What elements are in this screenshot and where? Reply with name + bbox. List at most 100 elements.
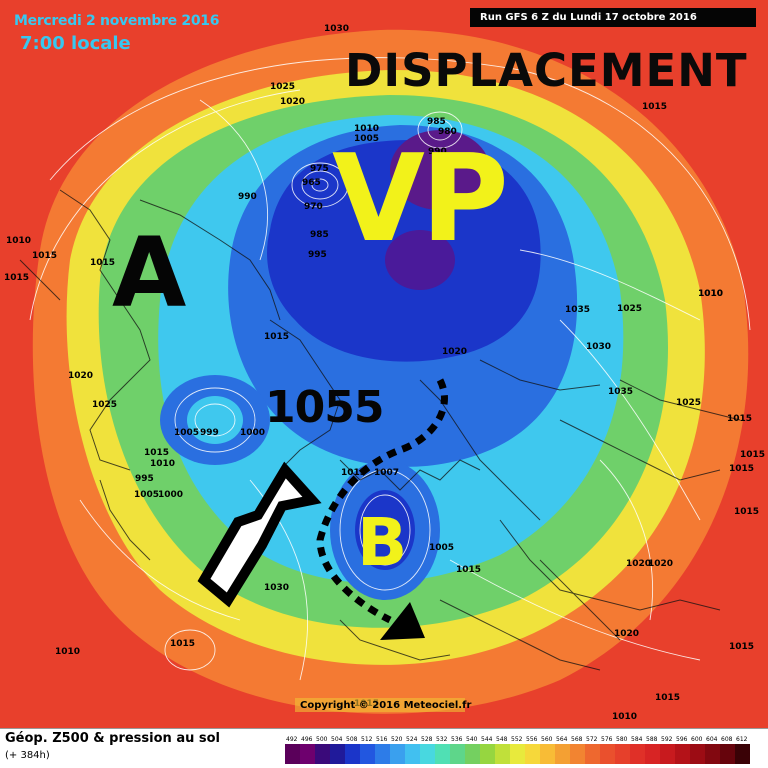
legend-value: 544 bbox=[481, 736, 493, 743]
legend-value: 576 bbox=[601, 736, 613, 743]
copyright: Copyright © 2016 Meteociel.fr bbox=[300, 700, 472, 711]
pressure-label: 1020 bbox=[442, 347, 467, 357]
pressure-label: 1035 bbox=[608, 387, 633, 397]
pressure-labels: 1030102510201010100598598099099597597096… bbox=[4, 24, 765, 722]
pressure-label: 1015 bbox=[734, 507, 759, 517]
legend-value: 612 bbox=[736, 736, 748, 743]
legend-swatch bbox=[645, 744, 660, 764]
legend-value: 496 bbox=[301, 736, 313, 743]
pressure-label: 1015 bbox=[655, 693, 680, 703]
pressure-label: 1020 bbox=[614, 629, 639, 639]
legend-swatch bbox=[315, 744, 330, 764]
geopotential-map: 1030102510201010100598598099099597597096… bbox=[4, 24, 766, 722]
legend-swatch bbox=[585, 744, 600, 764]
legend-value: 528 bbox=[421, 736, 433, 743]
field-pacific-cyan bbox=[187, 396, 243, 444]
legend-value: 588 bbox=[646, 736, 658, 743]
pressure-label: 1030 bbox=[586, 342, 611, 352]
legend-swatch bbox=[375, 744, 390, 764]
pressure-label: 1000 bbox=[240, 428, 265, 438]
pressure-label: 1010 bbox=[6, 236, 31, 246]
pressure-label: 1020 bbox=[648, 559, 673, 569]
pressure-label: 995 bbox=[135, 474, 154, 484]
pressure-label: 1010 bbox=[55, 647, 80, 657]
pressure-label: 1025 bbox=[270, 82, 295, 92]
pressure-label: 1015 bbox=[341, 468, 366, 478]
b-label: B bbox=[357, 504, 408, 581]
pressure-label: 1015 bbox=[32, 251, 57, 261]
forecast-date: Mercredi 2 novembre 2016 bbox=[14, 13, 220, 29]
pressure-label: 1010 bbox=[612, 712, 637, 722]
legend-swatch bbox=[555, 744, 570, 764]
displacement-title: DISPLACEMENT bbox=[345, 44, 748, 97]
high-pressure-value: 1055 bbox=[265, 382, 384, 433]
pressure-label: 1010 bbox=[698, 289, 723, 299]
legend-scale: 492 496 500 504 508 512 516 520 524 528 532 536 540 5… bbox=[285, 736, 750, 764]
legend-swatch bbox=[735, 744, 750, 764]
legend-swatch bbox=[675, 744, 690, 764]
legend-swatch bbox=[345, 744, 360, 764]
legend-swatch bbox=[660, 744, 675, 764]
a-label: A bbox=[112, 217, 187, 329]
legend-swatch bbox=[705, 744, 720, 764]
legend-value: 580 bbox=[616, 736, 628, 743]
legend-swatch bbox=[615, 744, 630, 764]
legend-swatch bbox=[690, 744, 705, 764]
pressure-label: 1015 bbox=[729, 642, 754, 652]
pressure-label: 1007 bbox=[374, 468, 399, 478]
legend-value: 520 bbox=[391, 736, 403, 743]
pressure-label: 1015 bbox=[456, 565, 481, 575]
legend-swatch bbox=[510, 744, 525, 764]
legend-value: 524 bbox=[406, 736, 418, 743]
pressure-label: 1015 bbox=[740, 450, 765, 460]
legend-swatch bbox=[405, 744, 420, 764]
arrow-dotted bbox=[316, 378, 448, 640]
legend-value: 500 bbox=[316, 736, 328, 743]
pressure-label: 1020 bbox=[626, 559, 651, 569]
legend-swatch bbox=[630, 744, 645, 764]
legend-value: 540 bbox=[466, 736, 478, 743]
pressure-label: 1010 bbox=[150, 459, 175, 469]
pressure-label: 980 bbox=[438, 127, 457, 137]
pressure-label: 1010 bbox=[698, 289, 723, 299]
legend-swatch bbox=[300, 744, 315, 764]
legend-swatch bbox=[435, 744, 450, 764]
field-europe-deep bbox=[355, 490, 415, 570]
legend-value: 564 bbox=[556, 736, 568, 743]
legend-value: 592 bbox=[661, 736, 673, 743]
pressure-label: 1015 bbox=[4, 273, 29, 283]
legend-value: 516 bbox=[376, 736, 388, 743]
coastlines bbox=[19, 189, 741, 671]
legend-swatch bbox=[420, 744, 435, 764]
pressure-label: 1025 bbox=[92, 400, 117, 410]
legend-swatch bbox=[495, 744, 510, 764]
legend-value: 596 bbox=[676, 736, 688, 743]
pressure-label: 995 bbox=[308, 250, 327, 260]
legend-value: 532 bbox=[436, 736, 448, 743]
pressure-label: 1000 bbox=[158, 490, 183, 500]
legend-value: 572 bbox=[586, 736, 598, 743]
pressure-label: 1025 bbox=[617, 304, 642, 314]
pressure-label: 995 bbox=[432, 164, 451, 174]
pressure-label: 1010 bbox=[354, 124, 379, 134]
forecast-time: 7:00 locale bbox=[20, 33, 131, 54]
legend-swatch bbox=[480, 744, 495, 764]
pressure-label: 1005 bbox=[174, 428, 199, 438]
legend-bar: Géop. Z500 & pression au sol (+ 384h) 49… bbox=[0, 728, 768, 768]
legend-swatch bbox=[525, 744, 540, 764]
legend-value: 608 bbox=[721, 736, 733, 743]
legend-value: 504 bbox=[331, 736, 343, 743]
pressure-label: 1030 bbox=[264, 583, 289, 593]
pressure-label: 1020 bbox=[68, 371, 93, 381]
legend-value: 568 bbox=[571, 736, 583, 743]
field-purple-low bbox=[390, 130, 490, 210]
legend-swatch bbox=[330, 744, 345, 764]
legend-value: 512 bbox=[361, 736, 373, 743]
legend-swatch bbox=[720, 744, 735, 764]
pressure-label: 1025 bbox=[676, 398, 701, 408]
pressure-label: 1020 bbox=[280, 97, 305, 107]
model-run-label: Run GFS 6 Z du Lundi 17 octobre 2016 bbox=[470, 8, 756, 27]
legend-value: 560 bbox=[541, 736, 553, 743]
pressure-label: 1005 bbox=[134, 490, 159, 500]
isobars bbox=[29, 57, 751, 681]
